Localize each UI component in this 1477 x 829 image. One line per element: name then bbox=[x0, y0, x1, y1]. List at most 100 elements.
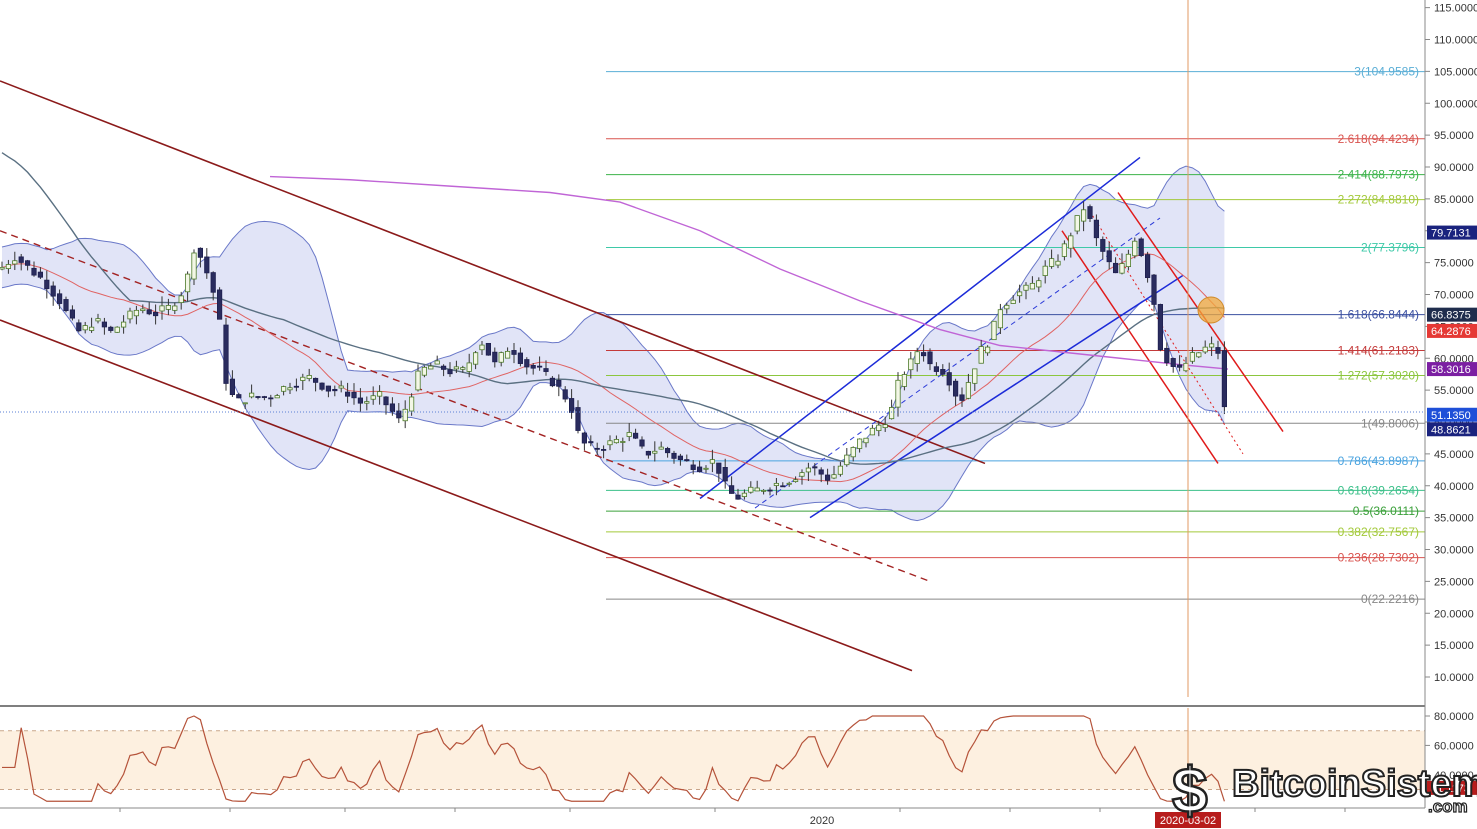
candle bbox=[537, 356, 543, 371]
ma-short bbox=[1, 253, 1225, 483]
fib-level-label: 1.618(66.8444) bbox=[1338, 308, 1419, 322]
candle bbox=[204, 248, 210, 279]
candle bbox=[12, 251, 18, 271]
candle bbox=[133, 305, 139, 325]
fib-level-label: 0(22.2216) bbox=[1361, 592, 1419, 606]
candle bbox=[889, 399, 895, 420]
candle bbox=[748, 481, 754, 494]
candle bbox=[953, 378, 959, 406]
candle bbox=[351, 383, 357, 405]
candle bbox=[268, 394, 274, 407]
candle bbox=[447, 362, 453, 377]
candle bbox=[844, 448, 850, 467]
candle bbox=[677, 453, 684, 466]
candle bbox=[504, 347, 511, 359]
candle bbox=[492, 347, 498, 368]
main-price-pane[interactable]: 3(104.9585) 2.618(94.4234) 2.414(88.7973) 2… bbox=[0, 0, 1425, 697]
candle bbox=[959, 387, 965, 407]
candle bbox=[684, 454, 690, 462]
price-tag-label: 58.3016 bbox=[1431, 364, 1471, 376]
candle bbox=[735, 488, 741, 500]
candle bbox=[344, 382, 351, 403]
candle bbox=[780, 482, 786, 488]
candle bbox=[1170, 357, 1176, 373]
candle bbox=[946, 362, 952, 392]
price-tick-label: 35.0000 bbox=[1434, 513, 1474, 525]
rsi-pane[interactable] bbox=[0, 708, 1425, 808]
logo-b-glyph: $ bbox=[1172, 754, 1208, 826]
candle bbox=[921, 344, 927, 362]
candle bbox=[152, 304, 159, 325]
candle bbox=[89, 317, 95, 333]
price-tag: 58.3016 bbox=[1427, 362, 1477, 377]
moving-averages bbox=[1, 152, 1229, 483]
candle bbox=[24, 259, 31, 271]
candle bbox=[556, 374, 562, 397]
candle bbox=[453, 360, 460, 373]
price-tick-label: 100.0000 bbox=[1434, 98, 1477, 110]
time-axis[interactable]: 2020 2020-03-02 bbox=[119, 808, 1346, 828]
candle bbox=[1093, 214, 1099, 247]
price-tick-label: 20.0000 bbox=[1434, 608, 1474, 620]
candle bbox=[927, 348, 933, 371]
fib-level-label: 0.382(32.7567) bbox=[1338, 525, 1419, 539]
bitcoinsistemi-logo: $ BitcoinSistemi .com bbox=[1171, 753, 1477, 828]
candle bbox=[223, 317, 229, 391]
candle bbox=[985, 345, 991, 356]
candle bbox=[863, 437, 869, 448]
candle bbox=[1010, 295, 1016, 304]
candle bbox=[645, 450, 652, 459]
candle bbox=[1023, 282, 1029, 300]
candle bbox=[300, 373, 306, 390]
candle bbox=[95, 313, 101, 324]
candle bbox=[1113, 257, 1119, 274]
candle bbox=[933, 362, 940, 376]
candle bbox=[44, 270, 50, 299]
candle bbox=[972, 368, 978, 391]
trend-channels bbox=[0, 80, 1284, 672]
candle bbox=[1151, 273, 1157, 312]
candle bbox=[978, 339, 984, 364]
time-label: 2020 bbox=[810, 815, 834, 827]
candle bbox=[1164, 342, 1170, 366]
candle bbox=[799, 469, 805, 485]
candle bbox=[1100, 236, 1106, 260]
candle bbox=[601, 445, 607, 459]
candle bbox=[716, 462, 722, 482]
candle bbox=[569, 389, 575, 419]
candle bbox=[1042, 260, 1048, 284]
candle bbox=[1061, 240, 1067, 261]
candle bbox=[1004, 302, 1010, 314]
candle bbox=[850, 446, 856, 462]
candle bbox=[1177, 355, 1183, 372]
candle bbox=[479, 340, 485, 355]
rsi-band-fill bbox=[0, 730, 1425, 790]
price-tick-label: 15.0000 bbox=[1434, 640, 1474, 652]
candle bbox=[773, 477, 780, 496]
candle bbox=[837, 461, 844, 477]
candle bbox=[280, 385, 287, 396]
rsi-tick-label: 80.0000 bbox=[1434, 711, 1474, 723]
fib-level-label: 3(104.9585) bbox=[1354, 65, 1419, 79]
candle bbox=[364, 396, 370, 411]
candle bbox=[997, 303, 1004, 335]
candle bbox=[1119, 253, 1125, 275]
candle bbox=[1106, 242, 1112, 270]
candle bbox=[793, 476, 799, 483]
candle bbox=[1157, 303, 1163, 352]
candle bbox=[549, 376, 556, 388]
candle bbox=[895, 372, 901, 417]
desc-channel-lower bbox=[0, 319, 913, 672]
candle bbox=[575, 400, 581, 434]
candle bbox=[825, 468, 831, 485]
candle bbox=[940, 364, 946, 377]
fibonacci-extension: 3(104.9585) 2.618(94.4234) 2.414(88.7973) 2… bbox=[606, 65, 1425, 606]
fib-level-label: 0.5(36.0111) bbox=[1353, 504, 1419, 518]
candle bbox=[76, 319, 82, 333]
candle bbox=[108, 325, 114, 333]
fib-level-label: 2.272(84.8810) bbox=[1338, 193, 1419, 207]
candle bbox=[530, 363, 536, 375]
price-tick-label: 90.0000 bbox=[1434, 162, 1474, 174]
